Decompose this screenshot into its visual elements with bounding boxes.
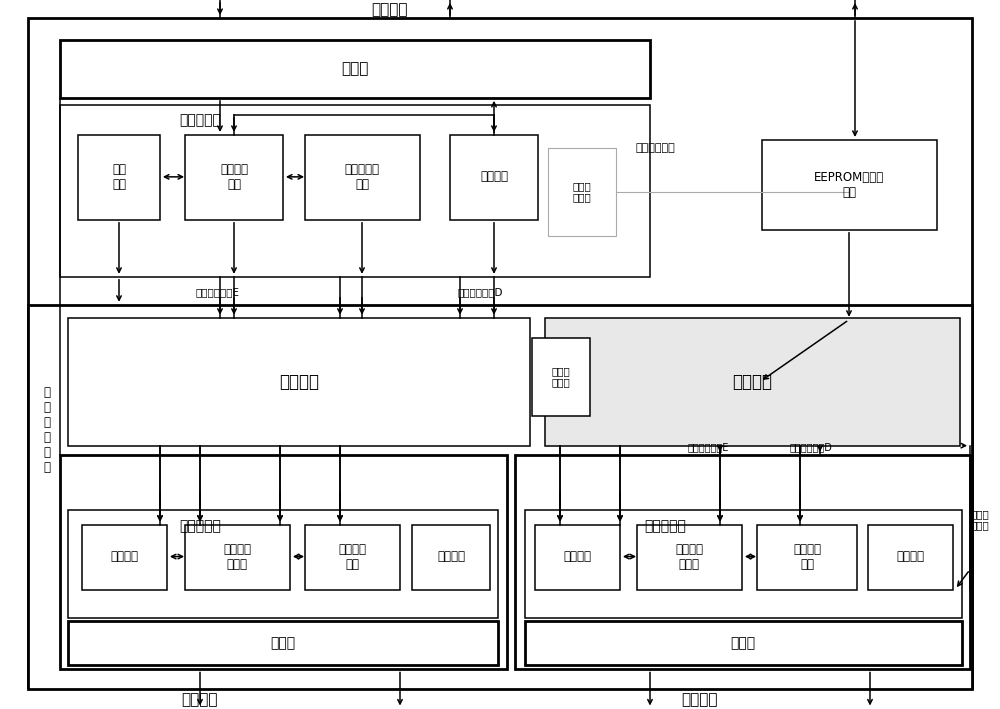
Text: 发送模块: 发送模块 bbox=[110, 550, 138, 563]
Text: 数据总线接口D: 数据总线接口D bbox=[458, 286, 504, 297]
Bar bbox=[548, 148, 616, 236]
Bar bbox=[28, 305, 972, 689]
Text: 物理层: 物理层 bbox=[730, 637, 756, 650]
Text: 配置接口
模块: 配置接口 模块 bbox=[793, 542, 821, 571]
Bar bbox=[762, 140, 937, 230]
Text: 交叉开关: 交叉开关 bbox=[279, 373, 319, 391]
Bar bbox=[450, 135, 538, 220]
Text: 配置模块: 配置模块 bbox=[732, 373, 772, 391]
Text: 数据总线接口E: 数据总线接口E bbox=[688, 442, 729, 452]
Text: 交
换
芯
片
内
核: 交 换 芯 片 内 核 bbox=[44, 386, 50, 474]
Text: 端口控制信号: 端口控制信号 bbox=[635, 143, 675, 153]
Bar bbox=[82, 525, 167, 589]
Text: 下游端口: 下游端口 bbox=[182, 692, 218, 707]
Bar bbox=[532, 337, 590, 415]
Text: 寄存器配
置模块: 寄存器配 置模块 bbox=[675, 542, 703, 571]
Text: 上游端口: 上游端口 bbox=[372, 3, 408, 18]
Bar bbox=[68, 318, 530, 446]
Bar bbox=[757, 525, 857, 589]
Text: 寄存器配置
模块: 寄存器配置 模块 bbox=[344, 163, 380, 191]
Bar bbox=[60, 454, 507, 669]
Bar bbox=[305, 135, 420, 220]
Bar bbox=[525, 622, 962, 666]
Bar bbox=[868, 525, 953, 589]
Text: 配置接口
模块: 配置接口 模块 bbox=[220, 163, 248, 191]
Text: 发送模块: 发送模块 bbox=[480, 170, 508, 184]
Text: 物理层: 物理层 bbox=[341, 62, 369, 77]
Bar bbox=[412, 525, 490, 589]
Bar bbox=[637, 525, 742, 589]
Text: 数据总线接口E: 数据总线接口E bbox=[195, 286, 239, 297]
Text: 物理层: 物理层 bbox=[270, 637, 296, 650]
Bar bbox=[305, 525, 400, 589]
Text: 配置接口
模块: 配置接口 模块 bbox=[338, 542, 366, 571]
Text: 端口控制器: 端口控制器 bbox=[179, 113, 221, 127]
Bar bbox=[535, 525, 620, 589]
Bar bbox=[78, 135, 160, 220]
Bar bbox=[68, 622, 498, 666]
Bar bbox=[185, 525, 290, 589]
Text: 发送模块: 发送模块 bbox=[563, 550, 591, 563]
Text: 寄存器配
置模块: 寄存器配 置模块 bbox=[223, 542, 251, 571]
Text: EEPROM控制器
接口: EEPROM控制器 接口 bbox=[814, 171, 884, 199]
Text: 数据总线接口D: 数据总线接口D bbox=[790, 442, 833, 452]
Text: 端口控
制信号: 端口控 制信号 bbox=[573, 181, 591, 203]
Bar bbox=[515, 454, 970, 669]
Bar bbox=[185, 135, 283, 220]
Bar bbox=[545, 318, 960, 446]
Text: 端口控制器: 端口控制器 bbox=[179, 520, 221, 534]
Bar bbox=[525, 510, 962, 618]
Text: 端口控
制信号: 端口控 制信号 bbox=[552, 366, 570, 388]
Text: 端口控
制信号: 端口控 制信号 bbox=[971, 509, 989, 530]
Text: 下游端口: 下游端口 bbox=[682, 692, 718, 707]
Text: 接收
模块: 接收 模块 bbox=[112, 163, 126, 191]
Text: 接收模块: 接收模块 bbox=[896, 550, 924, 563]
Text: 端口控制器: 端口控制器 bbox=[644, 520, 686, 534]
Bar bbox=[68, 510, 498, 618]
Bar bbox=[60, 105, 650, 277]
Text: 接收模块: 接收模块 bbox=[437, 550, 465, 563]
Bar bbox=[60, 40, 650, 98]
